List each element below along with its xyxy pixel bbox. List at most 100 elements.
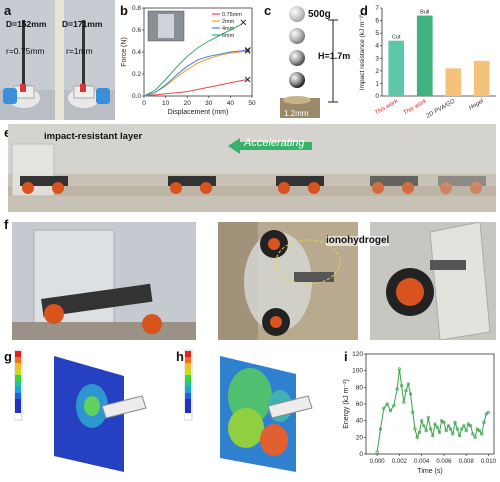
y-axis-label: Impact resistance (kJ m⁻²) [359,14,366,90]
needle-left [22,20,25,88]
category-label: 2D PVA/GO [425,98,457,120]
energy-point [482,420,486,424]
right-diameter-label: D=171mm [62,19,103,29]
y-tick-label: 40 [356,418,364,425]
bar-2 [445,68,462,96]
x-tick-label: 10 [162,100,170,107]
failure-marker [240,19,247,26]
energy-point [464,429,468,433]
energy-point [460,427,464,431]
energy-point [466,422,470,426]
right-radius-label: r=1mm [66,46,93,56]
energy-point [484,412,488,416]
panel-label-b: b [120,3,128,18]
x-tick-label: 50 [248,100,256,107]
ruler [55,0,64,120]
x-tick-label: 0.010 [481,459,497,465]
panel-a-photo [0,0,115,120]
energy-point [453,420,457,424]
energy-point [406,382,410,386]
energy-point [477,429,482,433]
energy-point [420,419,424,423]
energy-point [426,415,430,419]
panel-label-h: h [176,349,184,364]
panel-g-simulation [14,346,164,478]
category-label: Hogel [468,98,485,111]
energy-point [404,389,408,393]
x-tick-label: 0.000 [370,459,386,465]
drop-height-label: H=1.7m [318,51,351,61]
x-tick-label: 0.004 [414,459,430,465]
bar-1 [416,15,433,97]
energy-point [417,430,422,434]
panel-label-f: f [4,217,9,232]
legend-label: 0.75mm [222,12,242,18]
car-impact-sequence [8,124,496,212]
energy-point [385,402,389,406]
series-line-1 [143,50,248,97]
panel-label-e: e [4,125,12,140]
ball-mass-label: 500g [308,9,331,20]
y-tick-label: 60 [356,401,364,408]
y-tick-label: 5 [375,30,379,37]
chart-d: 0 1 2 3 4 5 6 7 Impact resistance (kJ m⁻²) Cut Thi… [356,0,500,120]
left-radius-label: r=0.75mm [6,46,45,56]
energy-point [448,427,453,431]
legend-colorbar-g [14,349,23,421]
panel-f-photo-1 [12,222,196,340]
x-tick-label: 20 [184,100,192,107]
energy-point [469,424,473,428]
y-tick-label: 4 [375,43,379,50]
y-tick-label: 0.6 [132,27,141,34]
panel-c-photo [275,2,355,120]
energy-point [411,410,415,414]
energy-point [382,406,386,410]
y-tick-label: 0 [359,451,363,458]
category-label: This work [374,98,400,117]
x-tick-label: 30 [205,100,213,107]
legend-label: 2mm [222,19,235,25]
x-axis-label: Displacement (mm) [168,109,229,116]
energy-point [433,422,437,426]
y-tick-label: 120 [352,351,363,358]
bar-0 [388,40,405,96]
energy-point [397,367,401,371]
bar-3 [473,60,490,96]
energy-point [462,424,466,428]
energy-point [424,429,428,433]
energy-point [400,384,404,388]
panel-h-simulation [184,346,334,478]
series-line-3 [143,21,244,97]
plot-area [365,353,495,455]
failure-marker [244,76,251,83]
y-tick-label: 0.0 [132,93,141,100]
energy-point [395,387,399,391]
y-tick-label: 0.4 [132,49,141,56]
energy-point [378,427,383,431]
chart-d-svg: 0 1 2 3 4 5 6 7 Impact resistance (kJ m⁻²) Cut Thi… [359,5,496,120]
series-line-2 [143,49,248,97]
y-tick-label: 0 [375,93,379,100]
y-tick-label: 6 [375,18,379,25]
x-tick-label: 0.008 [459,459,475,465]
energy-point [431,434,435,438]
bar-label: Cut [392,35,401,41]
y-tick-label: 20 [356,434,364,441]
inset-photo-fixture [158,14,174,38]
y-tick-label: 3 [375,55,379,62]
energy-point [442,420,446,424]
energy-point [471,432,475,436]
car-1 [20,176,68,194]
category-label: This work [403,98,429,117]
panel-label-c: c [264,3,272,18]
y-axis-label: Force (N) [121,37,128,67]
legend-label: 6mm [222,33,235,39]
x-axis-label: Time (s) [417,468,442,475]
tensile-test-illustration [0,0,115,120]
chart-b-svg: 0 10 20 30 40 50 0.0 0.2 0.4 0.6 0.8 Displacement (… [121,5,256,116]
panel-f-photo-2 [218,222,358,340]
panel-e-photo [8,124,496,212]
series-line-0 [143,79,248,97]
legend-label: 4mm [222,26,235,32]
needle-right [82,20,85,88]
